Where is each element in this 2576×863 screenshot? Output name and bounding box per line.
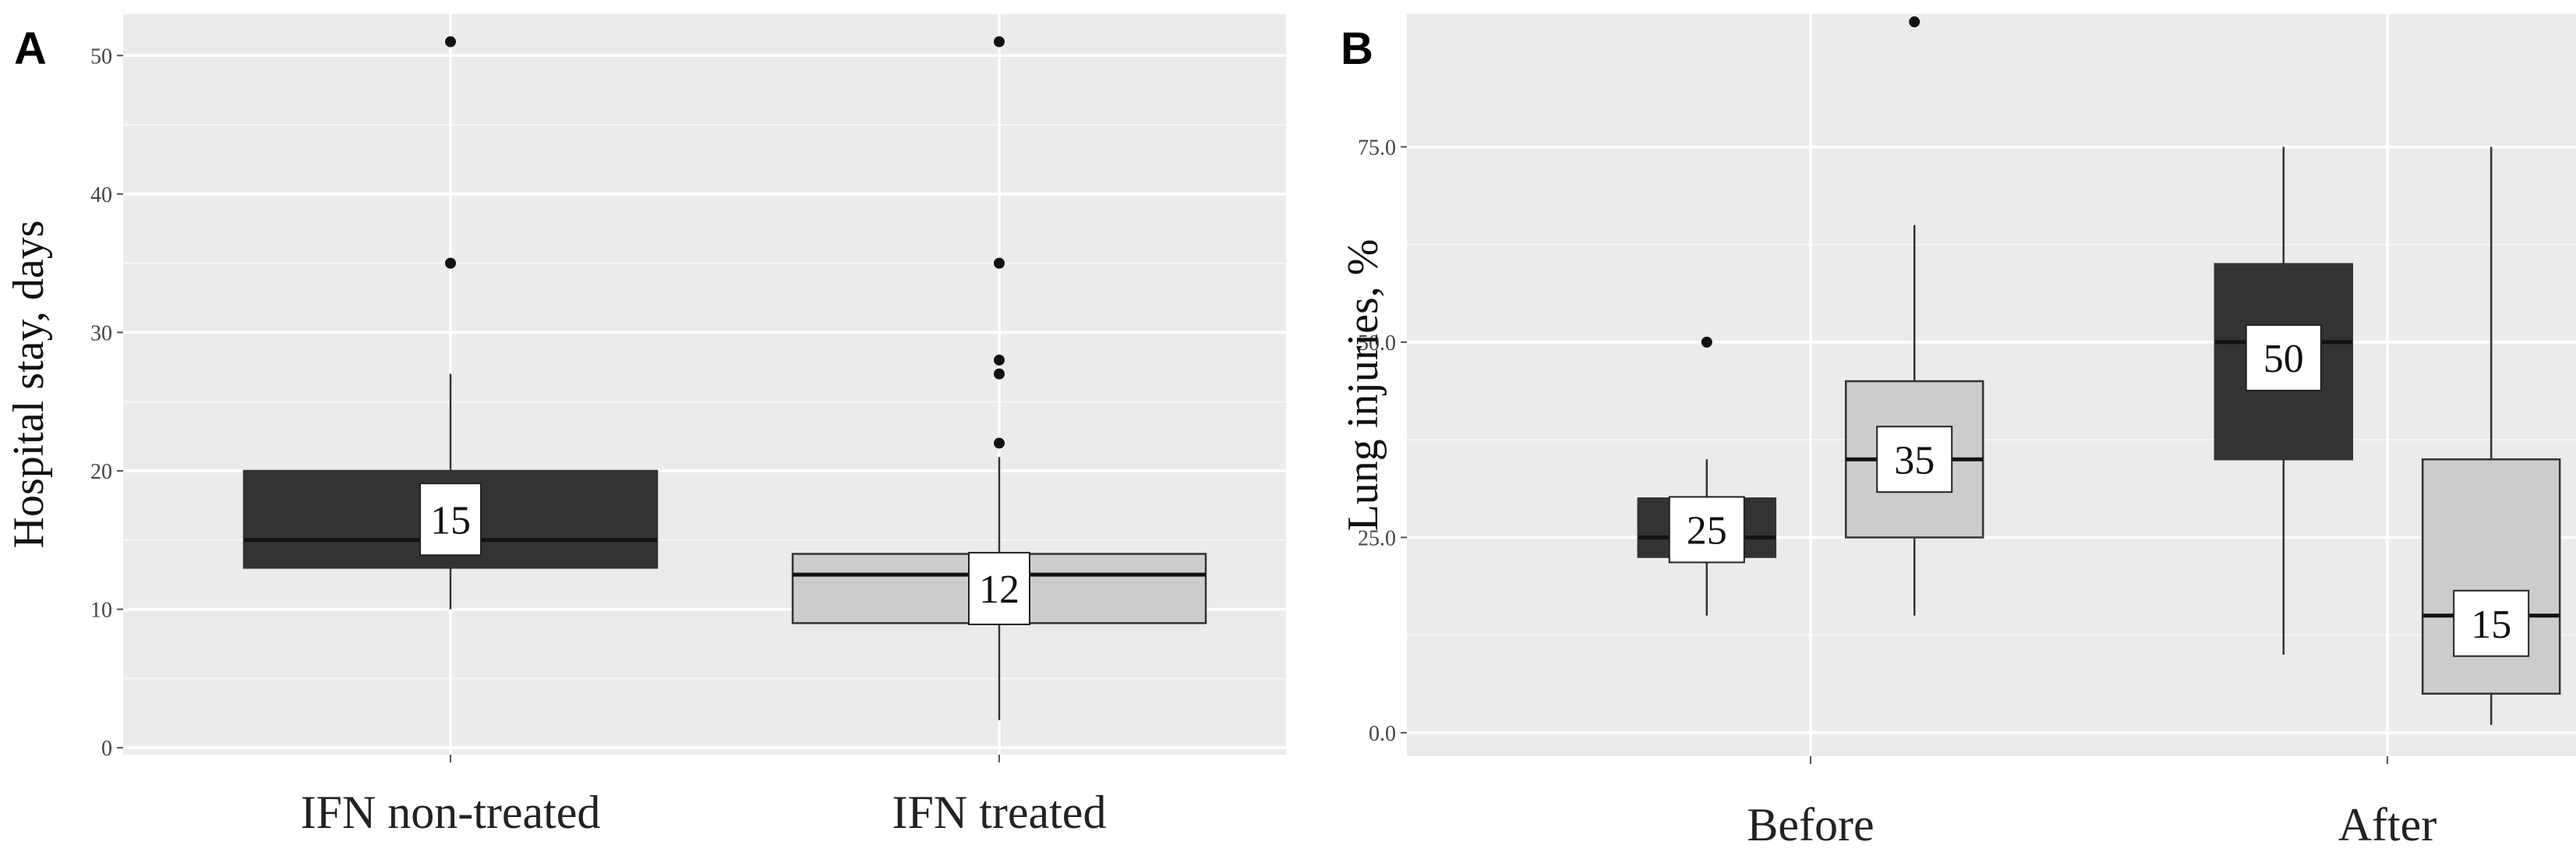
y-tick-label: 30 — [90, 321, 112, 345]
box-body — [2421, 458, 2561, 695]
panel-b: 0.0 25.0 50.0 75.0 Before After Lung injuries,… — [1339, 14, 2576, 851]
y-tick-label: 50 — [90, 44, 112, 69]
y-axis-title: Lung injuries, % — [1339, 239, 1387, 532]
x-category-label: After — [2338, 799, 2437, 851]
plot-background — [1407, 14, 2576, 756]
outlier-point — [1701, 336, 1712, 348]
y-tick-label: 75.0 — [1358, 136, 1396, 160]
median-label-box — [1876, 426, 1953, 493]
box-after: 15 — [2421, 147, 2561, 725]
median-label-box — [2453, 589, 2530, 657]
outlier-point — [1909, 16, 1921, 28]
outlier-point — [445, 36, 456, 48]
median-label-box — [1668, 496, 1745, 564]
box-ifn-non-treated: 15 — [242, 36, 659, 610]
outlier-point — [994, 368, 1005, 380]
y-axis-title: Hospital stay, days — [5, 221, 53, 549]
box-before: 35 — [1844, 16, 1984, 616]
outlier-point — [994, 437, 1005, 449]
y-tick-label: 0 — [101, 737, 112, 761]
median-label: 50 — [2263, 337, 2304, 381]
median-label: 25 — [1687, 509, 1727, 554]
x-category-label: Before — [1747, 799, 1874, 851]
median-label: 12 — [979, 568, 1019, 612]
outlier-point — [994, 257, 1005, 269]
panel-label: B — [1341, 23, 1373, 74]
median-label-box — [968, 551, 1030, 625]
y-tick-label: 40 — [90, 183, 112, 207]
y-tick-label: 50.0 — [1358, 331, 1396, 355]
box-before: 25 — [1637, 336, 1777, 616]
plot-background — [123, 14, 1286, 755]
x-category-label: IFN treated — [892, 787, 1107, 838]
x-category-label: IFN non-treated — [301, 787, 601, 838]
median-label: 35 — [1894, 438, 1935, 483]
median-label: 15 — [2471, 603, 2511, 647]
outlier-point — [445, 257, 456, 269]
box-ifn-treated: 12 — [791, 36, 1207, 720]
y-tick-label: 10 — [90, 599, 112, 623]
y-tick-label: 25.0 — [1358, 526, 1396, 550]
median-label-box — [2245, 324, 2322, 391]
y-tick-label: 0.0 — [1369, 722, 1396, 746]
outlier-point — [994, 36, 1005, 48]
box-after: 50 — [2214, 147, 2354, 655]
outlier-point — [994, 354, 1005, 366]
median-label-box — [419, 483, 482, 557]
y-tick-label: 20 — [90, 460, 112, 484]
panel-label: A — [14, 23, 47, 74]
median-label: 15 — [430, 498, 471, 543]
panel-a: 0 10 20 30 40 50 IFN non-treated IFN treated Hos… — [5, 14, 1286, 838]
